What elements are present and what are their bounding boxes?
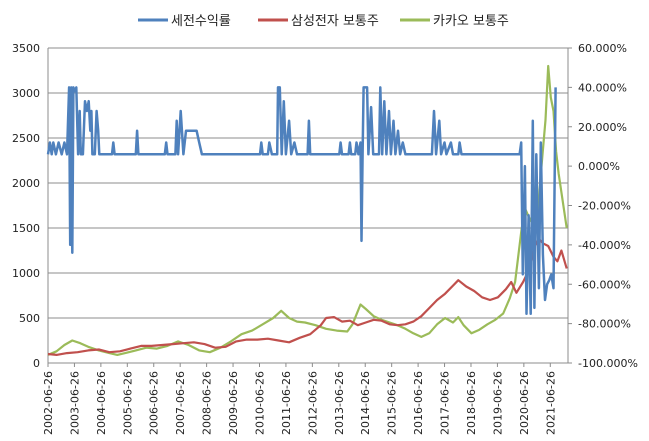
- left-tick-label: 1000: [12, 267, 40, 280]
- series-lines: [46, 64, 568, 356]
- right-tick-label: -60.000%: [578, 278, 631, 291]
- legend-label-series-1: 삼성전자 보통주: [291, 14, 379, 29]
- x-tick-label: 2013-06-26: [333, 371, 346, 435]
- right-tick-label: -100.000%: [578, 357, 638, 370]
- x-tick-label: 2011-06-26: [280, 371, 293, 435]
- x-tick-label: 2012-06-26: [306, 371, 319, 435]
- left-tick-label: 3000: [12, 87, 40, 100]
- x-tick-label: 2006-06-26: [148, 371, 161, 435]
- right-tick-label: 0.000%: [578, 160, 620, 173]
- series-line-1: [47, 237, 568, 356]
- x-tick-label: 2015-06-26: [386, 371, 399, 435]
- legend-label-series-2: 카카오 보통주: [433, 14, 509, 29]
- right-tick-label: -20.000%: [578, 200, 631, 213]
- left-tick-label: 500: [19, 312, 40, 325]
- right-tick-label: -80.000%: [578, 318, 631, 331]
- x-tick-label: 2003-06-26: [68, 371, 81, 435]
- x-tick-label: 2007-06-26: [174, 371, 187, 435]
- left-tick-label: 1500: [12, 222, 40, 235]
- x-tick-label: 2010-06-26: [253, 371, 266, 435]
- x-tick-label: 2016-06-26: [412, 371, 425, 435]
- x-tick-label: 2008-06-26: [201, 371, 214, 435]
- series-line-0: [46, 86, 557, 316]
- axes: [47, 47, 572, 367]
- series-line-2: [47, 64, 568, 356]
- x-tick-label: 2009-06-26: [227, 371, 240, 435]
- left-tick-label: 0: [33, 357, 40, 370]
- right-tick-label: 20.000%: [578, 121, 627, 134]
- right-tick-label: 40.000%: [578, 81, 627, 94]
- x-tick-label: 2018-06-26: [465, 371, 478, 435]
- x-tick-label: 2004-06-26: [95, 371, 108, 435]
- legend-label-series-0: 세전수익률: [171, 14, 231, 29]
- left-tick-label: 3500: [12, 42, 40, 55]
- left-tick-label: 2000: [12, 177, 40, 190]
- legend: 세전수익률 삼성전자 보통주 카카오 보통주: [138, 14, 509, 29]
- right-tick-label: -40.000%: [578, 239, 631, 252]
- x-tick-label: 2020-06-26: [518, 371, 531, 435]
- x-tick-label: 2002-06-26: [42, 371, 55, 435]
- gridlines: [48, 47, 568, 364]
- x-tick-label: 2021-06-26: [544, 371, 557, 435]
- tick-labels: 0 500 1000 1500 2000 2500 3000 3500 -100.000% -80…: [12, 42, 638, 435]
- left-tick-label: 2500: [12, 132, 40, 145]
- x-tick-label: 2017-06-26: [439, 371, 452, 435]
- x-tick-label: 2014-06-26: [359, 371, 372, 435]
- right-tick-label: 60.000%: [578, 42, 627, 55]
- x-tick-label: 2019-06-26: [491, 371, 504, 435]
- x-tick-label: 2005-06-26: [121, 371, 134, 435]
